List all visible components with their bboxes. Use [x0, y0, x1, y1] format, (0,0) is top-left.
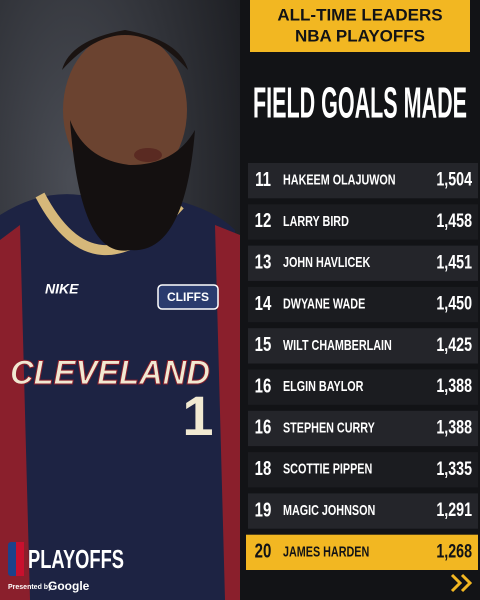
- row-background: [248, 369, 478, 405]
- player-name: LARRY BIRD: [283, 212, 349, 229]
- player-name: MAGIC JOHNSON: [283, 501, 375, 518]
- jersey-patch: CLIFFS: [167, 290, 209, 304]
- player-name: JOHN HAVLICEK: [283, 253, 371, 270]
- field-goals: 1,335: [436, 458, 472, 479]
- header-line2: NBA PLAYOFFS: [295, 26, 425, 45]
- rank: 18: [255, 457, 272, 480]
- row-background: [248, 245, 478, 281]
- jersey-patch-box: [157, 284, 219, 310]
- field-goals: 1,388: [436, 416, 472, 437]
- rank: 14: [255, 292, 272, 315]
- presented-by: Presented by: [8, 584, 52, 591]
- header-line1: ALL-TIME LEADERS: [277, 5, 442, 24]
- jersey-team: CLEVELAND: [10, 354, 210, 392]
- jersey-brand: NIKE: [45, 281, 79, 297]
- row-background: [248, 163, 478, 199]
- rank: 11: [255, 168, 271, 191]
- rank: 16: [255, 416, 272, 439]
- field-goals: 1,388: [436, 375, 472, 396]
- row-background: [248, 286, 478, 323]
- field-goals: 1,291: [436, 499, 472, 520]
- row-background: [248, 452, 478, 488]
- title: FIELD GOALS MADE: [253, 79, 467, 128]
- row-background: [248, 493, 478, 529]
- field-goals: 1,425: [436, 334, 472, 355]
- playoffs-logo: PLAYOFFS: [28, 544, 124, 574]
- rank: 16: [255, 374, 272, 397]
- rank: 13: [255, 250, 272, 273]
- sponsor: Google: [48, 579, 90, 593]
- row-background: [248, 204, 478, 240]
- jersey-number: 1: [182, 384, 213, 447]
- row-background: [248, 410, 478, 447]
- next-icon[interactable]: [450, 573, 473, 593]
- player-name: JAMES HARDEN: [283, 543, 369, 560]
- row-background: [246, 534, 478, 570]
- field-goals: 1,268: [436, 540, 472, 561]
- field-goals: 1,458: [436, 210, 472, 231]
- row-background: [248, 328, 478, 364]
- player-name: DWYANE WADE: [283, 295, 366, 312]
- header-box: [250, 0, 470, 52]
- rank: 12: [255, 209, 272, 232]
- nba-logo-red: [16, 542, 24, 576]
- player-name: SCOTTIE PIPPEN: [283, 460, 372, 477]
- rank: 20: [255, 540, 272, 563]
- rank: 19: [255, 498, 272, 521]
- rank: 15: [255, 333, 272, 356]
- player-name: STEPHEN CURRY: [283, 419, 375, 436]
- field-goals: 1,450: [436, 293, 472, 314]
- player-name: ELGIN BAYLOR: [283, 377, 364, 394]
- player-name: HAKEEM OLAJUWON: [283, 171, 396, 188]
- field-goals: 1,451: [436, 251, 472, 272]
- field-goals: 1,504: [436, 169, 472, 190]
- player-name: WILT CHAMBERLAIN: [283, 336, 392, 353]
